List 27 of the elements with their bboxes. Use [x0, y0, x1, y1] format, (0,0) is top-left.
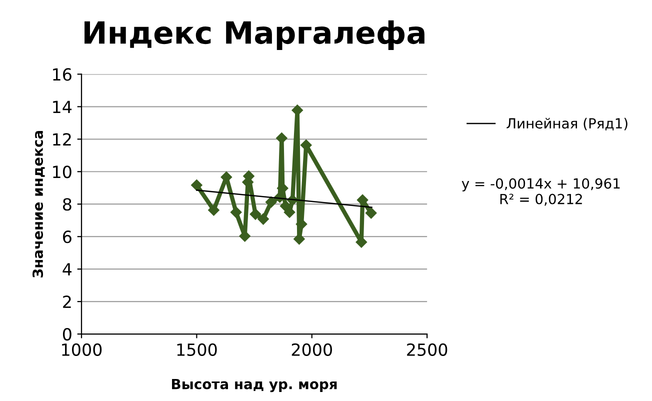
x-axis-title: Высота над ур. моря — [172, 378, 337, 392]
point — [365, 207, 377, 219]
point — [265, 196, 277, 208]
point — [230, 206, 242, 218]
point — [191, 180, 202, 191]
y-tick-label: 2 — [63, 296, 71, 308]
x-tick-label: 2000 — [292, 343, 332, 356]
point — [258, 213, 269, 225]
y-tick-label: 16 — [53, 68, 72, 81]
y-tick-label: 0 — [62, 328, 72, 341]
y-tick-label: 6 — [63, 230, 72, 244]
point — [250, 208, 262, 220]
y-tick-label: 10 — [53, 166, 72, 178]
legend-label: Линейная (Ряд1) — [506, 118, 628, 130]
y-tick-label: 8 — [63, 198, 72, 211]
y-tick-label: 4 — [62, 263, 72, 276]
y-axis-title: Значение индекса — [32, 131, 45, 278]
chart-title: Индекс Маргалефа — [84, 20, 424, 50]
x-tick-label: 1500 — [177, 343, 217, 356]
y-tick-label: 12 — [53, 133, 71, 146]
x-tick-label: 1000 — [62, 343, 102, 356]
point — [208, 204, 220, 216]
point — [356, 236, 368, 248]
point — [276, 132, 288, 144]
y-tick-label: 14 — [53, 100, 72, 113]
text: y = -0,0014x + 10,961 R² = 0,0212 — [462, 178, 620, 206]
x-tick-label: 2500 — [407, 343, 448, 356]
